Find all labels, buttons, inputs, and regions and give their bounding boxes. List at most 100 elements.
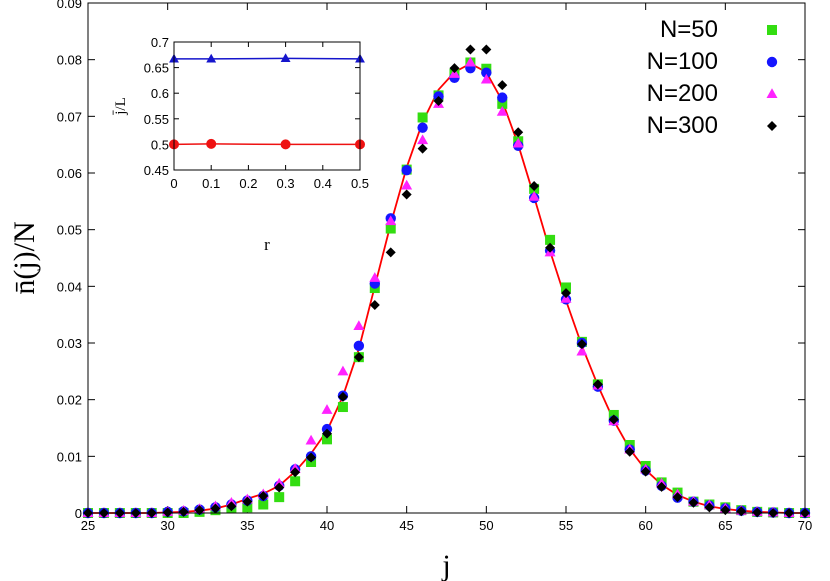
point-n300 <box>449 63 460 74</box>
point-n300 <box>242 496 253 507</box>
point-n300 <box>576 339 587 350</box>
point-n50 <box>545 234 556 245</box>
point-n300 <box>688 497 699 508</box>
point-n300 <box>274 482 285 493</box>
point-n200 <box>528 191 540 201</box>
point-n200 <box>417 134 429 145</box>
inset-y-tick-label: 0.5 <box>151 137 169 152</box>
point-n50 <box>274 492 285 503</box>
point-n300 <box>624 446 635 457</box>
point-n300 <box>608 414 619 425</box>
y-axis-label: n̄(j)/N <box>8 221 41 294</box>
inset-plot: 0 0.1 0.2 0.3 0.4 0.50.450.50.550.60.650.7 r … <box>113 35 369 254</box>
inset-lines <box>173 57 361 146</box>
main-plot-frame <box>87 2 806 514</box>
inset-x-tick-label: 0.1 <box>202 176 220 191</box>
y-tick-label: 0.09 <box>57 0 82 11</box>
x-axis-label: j <box>441 549 450 581</box>
series-n300 <box>83 44 810 518</box>
y-tick-label: 0.02 <box>57 393 82 408</box>
point-n300 <box>258 491 269 501</box>
point-n300 <box>656 481 667 492</box>
x-tick-label: 40 <box>320 518 334 533</box>
legend-marker-n50 <box>767 25 777 35</box>
point-n50 <box>258 499 269 510</box>
y-tick-label: 0.06 <box>57 166 82 181</box>
x-tick-label: 30 <box>160 518 174 533</box>
point-n300 <box>322 428 332 439</box>
y-tick-label: 0.07 <box>57 109 82 124</box>
inset-plot-frame <box>173 41 361 171</box>
point-n300 <box>194 505 205 516</box>
point-n300 <box>592 379 603 390</box>
point-n50 <box>337 402 348 413</box>
point-n300 <box>545 242 556 253</box>
x-tick-label: 60 <box>638 518 652 533</box>
point-n100 <box>417 122 428 133</box>
main-plot: 25 30 35 40 45 50 55 60 65 70 0 0.01 0.02 0.03 0.04 0.0… <box>8 0 812 581</box>
point-n200 <box>464 56 476 67</box>
y-tick-label: 0.08 <box>57 53 82 68</box>
point-n300 <box>401 189 412 200</box>
inset-y-tick-label: 0.55 <box>144 112 169 127</box>
x-tick-label: 50 <box>479 518 493 533</box>
y-tick-label: 0 <box>75 506 82 521</box>
point-n300 <box>369 300 380 311</box>
inset-y-tick-label: 0.7 <box>151 35 169 50</box>
inset-point-1 <box>280 139 291 150</box>
legend-label-n200: N=200 <box>647 80 718 107</box>
point-n300 <box>417 143 428 154</box>
inset-point-0 <box>206 53 217 63</box>
inset-line-0 <box>174 57 361 60</box>
x-tick-label: 35 <box>240 518 254 533</box>
point-n300 <box>162 507 173 518</box>
point-n200 <box>353 320 365 330</box>
point-n200 <box>305 434 317 445</box>
inset-point-1 <box>206 138 217 149</box>
point-n300 <box>465 44 476 55</box>
legend: N=50 N=100 N=200 N=300 <box>647 16 778 139</box>
inset-line-1 <box>173 143 360 146</box>
point-n300 <box>752 507 763 518</box>
point-n300 <box>497 80 508 91</box>
inset-x-tick-label: 0.5 <box>351 176 369 191</box>
point-n300 <box>672 492 683 503</box>
inset-x-tick-label: 0.2 <box>239 176 257 191</box>
point-n50 <box>417 112 428 123</box>
x-tick-label: 25 <box>81 518 95 533</box>
point-n50 <box>290 476 301 487</box>
point-n200 <box>496 106 508 116</box>
inset-y-axis-label: j̄/L <box>113 97 129 116</box>
point-n50 <box>385 223 396 234</box>
legend-label-n100: N=100 <box>647 48 718 75</box>
point-n100 <box>497 92 508 103</box>
point-n50 <box>561 282 571 293</box>
legend-label-n300: N=300 <box>647 112 718 139</box>
legend-markers <box>766 25 778 131</box>
point-n300 <box>226 501 237 512</box>
inset-x-tick-label: 0.4 <box>314 176 332 191</box>
y-tick-label: 0.04 <box>57 279 82 294</box>
point-n200 <box>369 272 381 282</box>
point-n200 <box>512 137 524 148</box>
inset-y-tick-label: 0.45 <box>144 163 169 178</box>
y-tick-label: 0.01 <box>57 449 82 464</box>
inset-y-tick-label: 0.65 <box>144 61 169 76</box>
inset-point-0 <box>280 53 291 62</box>
point-n300 <box>290 467 301 478</box>
main-fit-curve <box>88 62 805 514</box>
point-n300 <box>353 352 364 363</box>
main-ticks: 25 30 35 40 45 50 55 60 65 70 0 0.01 0.02 0.03 0.04 0.0… <box>57 0 813 533</box>
y-tick-label: 0.05 <box>57 223 82 238</box>
inset-x-tick-label: 0.3 <box>277 176 295 191</box>
point-n200 <box>321 404 333 414</box>
x-tick-label: 65 <box>718 518 732 533</box>
x-tick-label: 45 <box>399 518 413 533</box>
point-n300 <box>513 127 524 138</box>
legend-marker-n300 <box>767 121 777 131</box>
point-n200 <box>385 215 397 226</box>
point-n300 <box>306 452 317 463</box>
point-n300 <box>704 502 715 513</box>
